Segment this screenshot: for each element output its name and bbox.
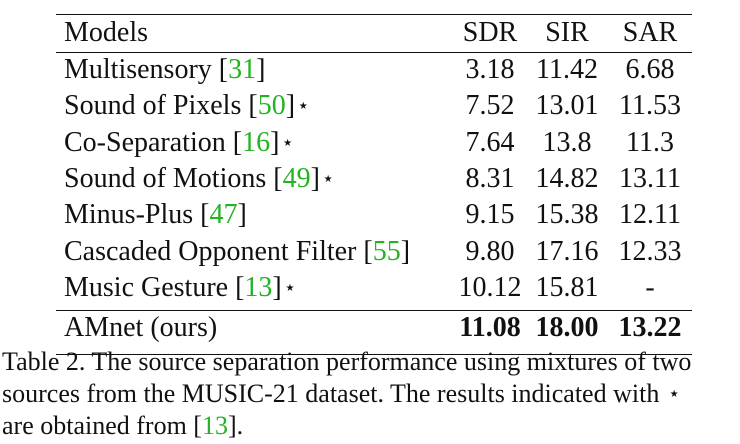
table-caption: Table 2. The source separation performan…: [2, 346, 740, 442]
table-row: Cascaded Opponent Filter [55] 9.80 17.16 12…: [56, 233, 692, 269]
table-row: Minus-Plus [47] 9.15 15.38 12.11: [56, 197, 692, 233]
citation-link[interactable]: 55: [372, 235, 401, 267]
sdr-value: 9.80: [465, 235, 515, 267]
star-icon: ⋆: [297, 95, 310, 118]
citation-link[interactable]: 13: [201, 411, 228, 440]
sir-value: 13.8: [542, 126, 592, 158]
model-name: Minus-Plus: [64, 199, 194, 231]
model-name-cell: Minus-Plus [47]: [64, 199, 247, 231]
sar-value: 13.11: [619, 163, 681, 195]
ours-sdr-value: 11.08: [459, 312, 521, 344]
citation-link[interactable]: 47: [209, 199, 238, 231]
header-sar: SAR: [622, 17, 678, 48]
ours-sir-value: 18.00: [535, 312, 599, 344]
caption-line-2: sources from the MUSIC-21 dataset. The r…: [2, 378, 740, 410]
sar-value: 12.11: [619, 199, 681, 231]
table-row: Music Gesture [13] ⋆ 10.12 15.81 -: [56, 270, 692, 306]
citation-link[interactable]: 49: [282, 163, 311, 195]
sdr-value: 3.18: [465, 54, 515, 86]
sir-value: 11.42: [536, 54, 598, 86]
citation-link[interactable]: 31: [228, 54, 257, 86]
model-name-cell: Sound of Motions [49] ⋆: [64, 163, 335, 195]
sdr-value: 7.52: [465, 90, 515, 122]
star-icon: ⋆: [667, 383, 681, 405]
model-name-cell: Co-Separation [16] ⋆: [64, 126, 294, 158]
sir-value: 13.01: [535, 90, 599, 122]
top-rule: [56, 14, 692, 16]
caption-line-3: are obtained from [13].: [2, 410, 740, 442]
star-icon: ⋆: [281, 131, 294, 154]
header-sdr: SDR: [462, 17, 518, 48]
star-icon: ⋆: [283, 276, 297, 299]
sdr-value: 9.15: [465, 199, 515, 231]
citation-link[interactable]: 13: [244, 271, 273, 303]
model-name: Sound of Motions: [64, 163, 267, 195]
sir-value: 15.38: [535, 199, 599, 231]
sir-value: 14.82: [535, 163, 599, 195]
header-sir: SIR: [545, 17, 589, 48]
ours-model-name: AMnet (ours): [64, 312, 218, 344]
header-row: Models SDR SIR SAR: [56, 14, 692, 52]
table-row: Sound of Motions [49] ⋆ 8.31 14.82 13.11: [56, 161, 692, 197]
model-name: Multisensory: [64, 54, 212, 86]
table-row: Multisensory [31] 3.18 11.42 6.68: [56, 52, 692, 88]
sdr-value: 10.12: [458, 271, 522, 303]
table-row: Co-Separation [16] ⋆ 7.64 13.8 11.3: [56, 125, 692, 161]
model-name-cell: Multisensory [31]: [64, 54, 266, 86]
bottom-rule: [56, 354, 692, 356]
model-name: Music Gesture: [64, 271, 229, 303]
sar-value: 6.68: [625, 54, 675, 86]
table-row: Sound of Pixels [50] ⋆ 7.52 13.01 11.53: [56, 88, 692, 124]
citation-link[interactable]: 50: [257, 90, 286, 122]
sar-value: -: [645, 271, 655, 303]
caption-line-3-text: are obtained from [: [2, 411, 202, 440]
model-name: Sound of Pixels: [64, 90, 242, 122]
sar-value: 11.3: [626, 126, 674, 158]
model-name-cell: Music Gesture [13] ⋆: [64, 271, 297, 303]
sdr-value: 8.31: [465, 163, 515, 195]
table-grid: Models SDR SIR SAR Multisensory [31] 3.18…: [56, 14, 692, 350]
citation-link[interactable]: 16: [242, 126, 271, 158]
sir-value: 17.16: [535, 235, 599, 267]
ours-row: AMnet (ours) 11.08 18.00 13.22: [56, 306, 692, 350]
star-icon: ⋆: [321, 168, 335, 191]
caption-line-2-text: sources from the MUSIC-21 dataset. The r…: [2, 379, 660, 408]
sar-value: 11.53: [619, 90, 681, 122]
caption-line-3-end: ].: [227, 411, 244, 440]
header-rule: [56, 52, 692, 53]
caption-line-1: Table 2. The source separation performan…: [2, 347, 692, 376]
ours-sar-value: 13.22: [618, 312, 682, 344]
model-name-cell: Sound of Pixels [50] ⋆: [64, 90, 310, 122]
sir-value: 15.81: [535, 271, 599, 303]
sdr-value: 7.64: [465, 126, 515, 158]
model-name: Co-Separation: [64, 126, 226, 158]
model-name: Cascaded Opponent Filter: [64, 235, 357, 267]
ours-separator-rule: [56, 310, 692, 311]
header-models: Models: [64, 17, 148, 48]
model-name-cell: Cascaded Opponent Filter [55]: [64, 235, 411, 267]
sar-value: 12.33: [618, 235, 682, 267]
